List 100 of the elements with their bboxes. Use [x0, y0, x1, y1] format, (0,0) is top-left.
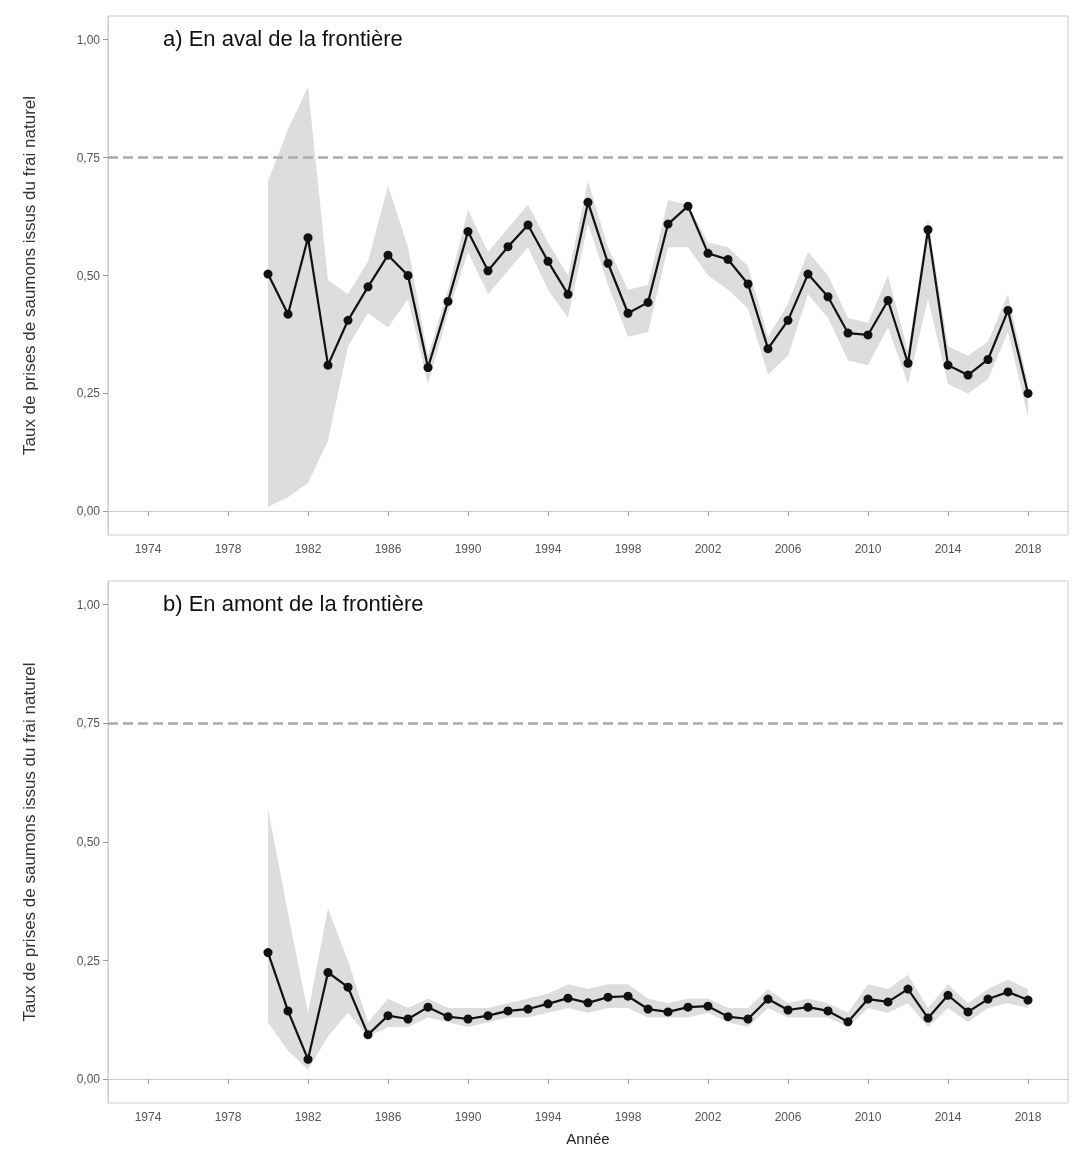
point [563, 289, 573, 299]
point [943, 990, 953, 1000]
y-tick-label: 0,75 [76, 716, 101, 731]
point [343, 982, 353, 992]
point [543, 999, 553, 1009]
point [463, 1014, 473, 1024]
point [383, 1011, 393, 1021]
text: a) En aval de la frontière [163, 25, 403, 51]
x-tick-label: 2010 [854, 542, 882, 556]
y-tick-label: 1,00 [76, 597, 101, 612]
x-tick-label: 1974 [134, 542, 162, 556]
point [843, 328, 853, 338]
point [343, 315, 353, 325]
point [823, 1006, 833, 1016]
point [583, 197, 593, 207]
point [943, 360, 953, 370]
point [1003, 987, 1013, 997]
point [843, 1017, 853, 1027]
point [923, 1013, 933, 1023]
point [883, 997, 893, 1007]
x-tick-label: 2018 [1014, 542, 1042, 556]
point [963, 1007, 973, 1017]
x-axis-title: Année [566, 1130, 610, 1147]
x-tick-label: 2006 [774, 1110, 802, 1124]
point [563, 993, 573, 1003]
point [1023, 388, 1033, 398]
point [703, 248, 713, 258]
point [483, 1011, 493, 1021]
point [423, 363, 433, 372]
point [503, 242, 513, 252]
point [803, 269, 813, 279]
point [863, 994, 873, 1004]
point [323, 360, 333, 370]
x-tick-label: 1994 [534, 1110, 562, 1124]
point [703, 1001, 713, 1011]
point [683, 1002, 693, 1012]
point [523, 1004, 533, 1014]
text: b) En amont de la frontière [163, 590, 424, 616]
x-tick-label: 1990 [454, 1110, 482, 1124]
x-tick-label: 2002 [694, 1110, 722, 1124]
x-tick-label: 1974 [134, 1110, 162, 1124]
x-tick-label: 2006 [774, 542, 802, 556]
point [263, 948, 273, 958]
point [503, 1006, 513, 1016]
point [523, 220, 533, 230]
point [383, 250, 393, 260]
point [443, 1012, 453, 1022]
point [623, 991, 633, 1001]
point [763, 994, 773, 1004]
y-tick-label: 0,25 [76, 386, 101, 401]
x-tick-label: 1986 [374, 542, 402, 556]
point [923, 225, 933, 235]
point [403, 1014, 413, 1024]
point [583, 998, 593, 1008]
point [643, 297, 653, 307]
x-tick-label: 1982 [294, 1110, 322, 1124]
point [983, 354, 993, 364]
point [983, 994, 993, 1004]
point [303, 1054, 313, 1064]
point [623, 308, 633, 318]
point [903, 984, 913, 994]
point [303, 233, 313, 243]
point [283, 309, 293, 319]
point [783, 315, 793, 325]
point [363, 282, 373, 292]
point [363, 1030, 373, 1040]
point [823, 292, 833, 302]
point [763, 344, 773, 354]
x-tick-label: 2014 [934, 542, 962, 556]
point [683, 201, 693, 211]
x-tick-label: 1998 [614, 542, 642, 556]
x-tick-label: 1978 [214, 1110, 242, 1124]
point [1023, 995, 1033, 1005]
point [723, 1012, 733, 1022]
y-tick-label: 0,50 [76, 835, 101, 849]
point [903, 358, 913, 368]
point [783, 1005, 793, 1015]
y-tick-label: 0,50 [76, 268, 101, 283]
point [863, 330, 873, 340]
x-tick-label: 1982 [294, 542, 322, 556]
y-axis-title: Taux de prises de saumons issus du frai naturel [20, 95, 39, 456]
y-tick-label: 0,75 [76, 150, 101, 165]
x-tick-label: 2010 [854, 1110, 882, 1124]
point [643, 1004, 653, 1014]
point [603, 992, 613, 1002]
x-tick-label: 2018 [1014, 1110, 1042, 1124]
point [483, 266, 493, 276]
point [323, 968, 333, 977]
x-tick-label: 1998 [614, 1110, 642, 1124]
point [803, 1002, 813, 1012]
point [663, 1007, 673, 1017]
x-tick-label: 2002 [694, 542, 722, 556]
x-tick-label: 1986 [374, 1110, 402, 1124]
x-tick-label: 1994 [534, 542, 562, 556]
point [723, 254, 733, 264]
x-tick-label: 1978 [214, 542, 242, 556]
point [883, 296, 893, 305]
point [443, 296, 453, 306]
point [423, 1002, 433, 1012]
y-tick-label: 0,00 [76, 504, 101, 519]
